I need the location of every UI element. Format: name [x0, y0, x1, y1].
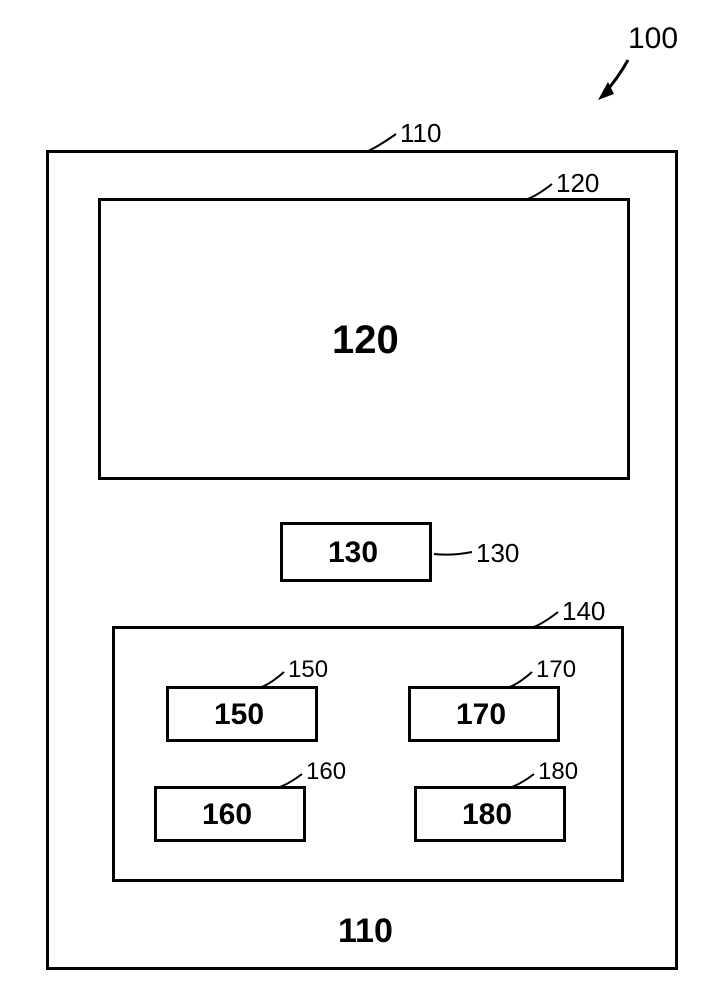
box-160-callout-label: 160: [306, 758, 346, 786]
box-110-inner-label: 110: [338, 912, 393, 951]
box-160-inner-label: 160: [202, 798, 252, 832]
top-label-100: 100: [628, 22, 678, 56]
box-140-callout-label: 140: [562, 596, 605, 627]
box-170-inner-label: 170: [456, 698, 506, 732]
box-130-inner-label: 130: [328, 536, 378, 570]
box-180-inner-label: 180: [462, 798, 512, 832]
box-120-callout-label: 120: [556, 168, 599, 199]
box-170-callout-label: 170: [536, 656, 576, 684]
box-120-inner-label: 120: [332, 318, 399, 363]
box-150-inner-label: 150: [214, 698, 264, 732]
box-150-callout-label: 150: [288, 656, 328, 684]
box-110-callout-label: 110: [400, 118, 441, 149]
box-180-callout-label: 180: [538, 758, 578, 786]
box-130-callout-label: 130: [476, 538, 519, 569]
diagram-stage: 110 110 120 120 130 130 140 150 150 160 …: [0, 0, 726, 1000]
